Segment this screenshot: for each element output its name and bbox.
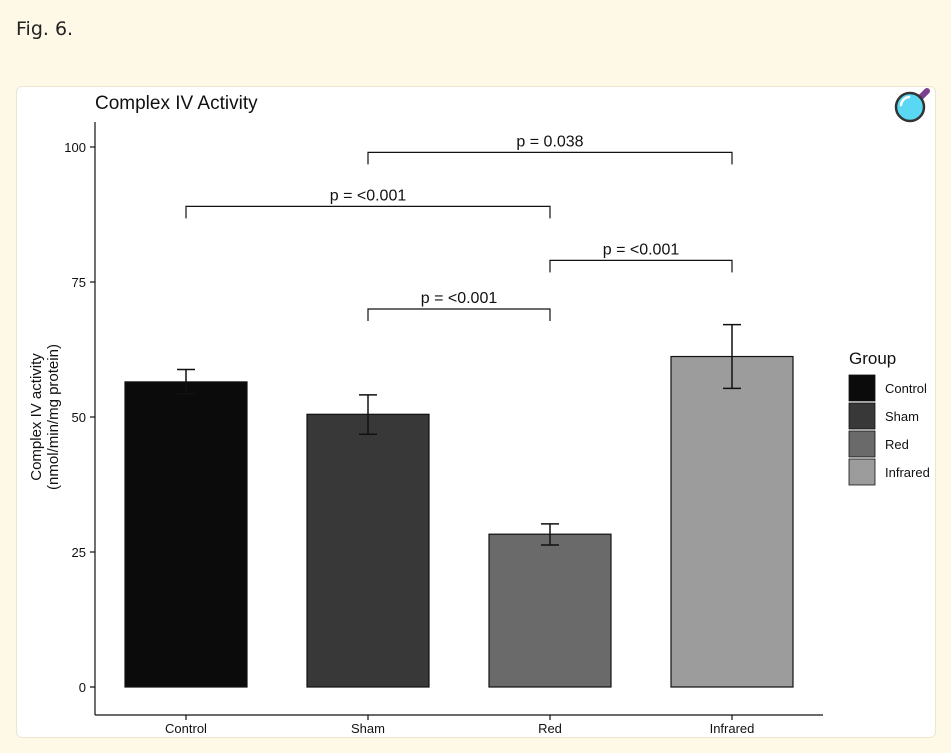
bar-sham	[306, 413, 430, 688]
significance-bracket	[185, 205, 551, 219]
figure-panel: Complex IV Activity Complex IV activity …	[16, 86, 936, 738]
p-value-label: p = <0.001	[421, 290, 498, 307]
x-tick-label: Sham	[351, 721, 385, 736]
significance-bracket	[549, 259, 733, 273]
significance-bracket	[367, 308, 551, 321]
legend-title: Group	[849, 349, 896, 368]
chart-axes	[94, 122, 823, 716]
x-tick-label: Infrared	[710, 721, 755, 736]
y-tick-label: 0	[79, 680, 86, 695]
y-axis-label: Complex IV activity (nmol/min/mg protein…	[28, 344, 62, 490]
y-tick-label: 25	[72, 545, 86, 560]
y-ticks: 0 25 50 75 100	[64, 140, 95, 695]
p-value-label: p = <0.001	[330, 187, 407, 204]
legend-swatch-infrared	[848, 458, 876, 486]
legend-label-control: Control	[885, 381, 927, 396]
figure-label: Fig. 6.	[16, 18, 74, 40]
chart-title: Complex IV Activity	[95, 93, 258, 114]
magnifier-icon	[894, 88, 930, 123]
legend-swatch-control	[848, 374, 876, 402]
legend-label-sham: Sham	[885, 409, 919, 424]
error-bars	[177, 323, 741, 546]
legend-swatch-sham	[848, 402, 876, 430]
bar-chart: Complex IV Activity Complex IV activity …	[28, 93, 930, 736]
zoom-button[interactable]	[891, 87, 933, 129]
y-tick-label: 100	[64, 140, 86, 155]
y-tick-label: 50	[72, 410, 86, 425]
legend: Group Control Sham Red Infrared	[848, 349, 930, 486]
y-axis-label-line-1: Complex IV activity	[28, 353, 45, 481]
p-value-label: p = 0.038	[516, 133, 583, 150]
legend-items: Control Sham Red Infrared	[848, 374, 930, 486]
bar-red	[488, 533, 612, 688]
legend-label-infrared: Infrared	[885, 465, 930, 480]
bars	[124, 355, 794, 688]
y-tick-label: 75	[72, 275, 86, 290]
p-value-label: p = <0.001	[603, 241, 680, 258]
x-ticks: Control Sham Red Infrared	[165, 715, 754, 736]
legend-label-red: Red	[885, 437, 909, 452]
bar-infrared	[670, 355, 794, 688]
significance-brackets: p = 0.038 p = <0.001 p = <0.001 p = <0.001	[185, 133, 733, 321]
bar-control	[124, 381, 248, 688]
x-tick-label: Red	[538, 721, 562, 736]
x-tick-label: Control	[165, 721, 207, 736]
y-axis-label-line-2: (nmol/min/mg protein)	[45, 344, 62, 490]
significance-bracket	[367, 151, 733, 165]
legend-swatch-red	[848, 430, 876, 458]
